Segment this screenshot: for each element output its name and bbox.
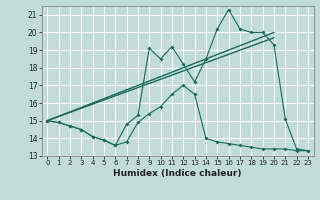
X-axis label: Humidex (Indice chaleur): Humidex (Indice chaleur) xyxy=(113,169,242,178)
